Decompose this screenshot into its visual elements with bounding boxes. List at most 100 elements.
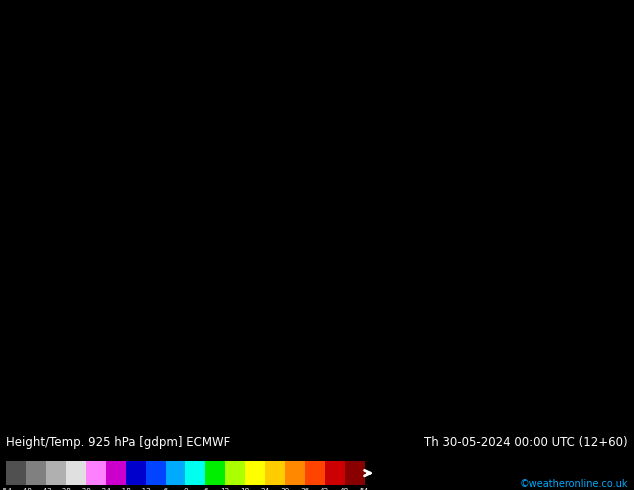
Text: 5: 5 <box>503 406 508 412</box>
Text: 5: 5 <box>262 356 266 362</box>
Text: 13: 13 <box>79 22 87 28</box>
Text: 7: 7 <box>609 22 614 28</box>
Text: 13: 13 <box>48 105 57 111</box>
Text: 7: 7 <box>232 189 236 195</box>
Text: 13: 13 <box>109 155 117 161</box>
Text: 3: 3 <box>383 389 387 395</box>
Text: 6: 6 <box>322 222 327 228</box>
Text: 5: 5 <box>337 239 342 245</box>
Text: 12: 12 <box>79 389 87 395</box>
Text: 10: 10 <box>109 422 117 428</box>
Text: 7: 7 <box>262 272 266 278</box>
Text: 5: 5 <box>262 289 266 295</box>
Text: 7: 7 <box>549 389 553 395</box>
Text: 7: 7 <box>534 239 538 245</box>
Text: 11: 11 <box>184 22 193 28</box>
Text: 8: 8 <box>307 55 312 61</box>
Text: 6: 6 <box>519 406 523 412</box>
Text: 6: 6 <box>307 222 312 228</box>
Text: 11: 11 <box>79 422 87 428</box>
Text: 6: 6 <box>519 205 523 212</box>
Text: 7: 7 <box>594 139 598 145</box>
Text: 12: 12 <box>184 5 193 11</box>
Text: 10: 10 <box>200 239 208 245</box>
Text: 7: 7 <box>564 222 568 228</box>
Text: 13: 13 <box>3 139 12 145</box>
Text: 10: 10 <box>169 222 178 228</box>
Text: 12: 12 <box>169 72 178 78</box>
Text: 6: 6 <box>488 122 493 128</box>
Text: 7: 7 <box>594 272 598 278</box>
Text: 6: 6 <box>322 205 327 212</box>
Text: 12: 12 <box>109 89 117 95</box>
Text: 6: 6 <box>503 422 508 428</box>
Text: 7: 7 <box>262 5 266 11</box>
Text: 4: 4 <box>307 289 312 295</box>
Text: 7: 7 <box>609 356 614 362</box>
Text: 13: 13 <box>48 222 57 228</box>
Text: 12: 12 <box>139 139 148 145</box>
Text: 12: 12 <box>139 205 148 212</box>
Text: 12: 12 <box>94 322 103 328</box>
Text: 3: 3 <box>458 389 463 395</box>
Text: 4: 4 <box>368 339 372 345</box>
Text: 6: 6 <box>488 5 493 11</box>
Text: 13: 13 <box>63 39 72 45</box>
Text: 13: 13 <box>34 5 42 11</box>
Text: 7: 7 <box>262 172 266 178</box>
Text: 4: 4 <box>353 306 357 312</box>
Text: 13: 13 <box>18 306 27 312</box>
Text: 12: 12 <box>63 406 72 412</box>
Text: 8: 8 <box>579 55 583 61</box>
Text: 8: 8 <box>217 222 221 228</box>
Text: 12: 12 <box>124 339 133 345</box>
Text: 9: 9 <box>232 55 236 61</box>
Text: 6: 6 <box>564 255 568 262</box>
Text: 7: 7 <box>262 255 266 262</box>
Text: 10: 10 <box>184 255 193 262</box>
Text: 8: 8 <box>247 255 251 262</box>
Text: 12: 12 <box>63 272 72 278</box>
Text: 8: 8 <box>534 22 538 28</box>
Text: 7: 7 <box>579 406 583 412</box>
Text: 10: 10 <box>214 289 223 295</box>
Text: 11: 11 <box>109 406 117 412</box>
Text: 5: 5 <box>474 406 477 412</box>
Text: 7: 7 <box>262 155 266 161</box>
Text: 5: 5 <box>337 172 342 178</box>
Text: 8: 8 <box>217 189 221 195</box>
Text: 12: 12 <box>48 139 57 145</box>
Text: 10: 10 <box>169 406 178 412</box>
Text: 12: 12 <box>48 322 57 328</box>
Text: 12: 12 <box>154 222 163 228</box>
Text: 7: 7 <box>579 372 583 378</box>
Text: 7: 7 <box>292 72 297 78</box>
Text: 10: 10 <box>214 22 223 28</box>
Text: 11: 11 <box>94 372 103 378</box>
Bar <box>106 461 126 486</box>
Text: 13: 13 <box>154 189 163 195</box>
Text: 7: 7 <box>534 55 538 61</box>
Text: 13: 13 <box>18 155 27 161</box>
Text: 5: 5 <box>474 356 477 362</box>
Text: 11: 11 <box>34 422 42 428</box>
Text: 12: 12 <box>18 372 27 378</box>
Text: 8: 8 <box>247 172 251 178</box>
Text: 3: 3 <box>458 422 463 428</box>
Text: 12: 12 <box>154 5 163 11</box>
Text: 8: 8 <box>564 356 568 362</box>
Text: 5: 5 <box>474 105 477 111</box>
Text: 12: 12 <box>3 422 12 428</box>
Text: 12: 12 <box>109 172 117 178</box>
Text: 13: 13 <box>79 189 87 195</box>
Text: 11: 11 <box>154 289 163 295</box>
Text: 6: 6 <box>624 306 629 312</box>
Text: 7: 7 <box>594 289 598 295</box>
Text: 5: 5 <box>277 372 281 378</box>
Text: 8: 8 <box>217 389 221 395</box>
Text: 8: 8 <box>262 89 266 95</box>
Text: 3: 3 <box>458 139 463 145</box>
Text: 6: 6 <box>322 122 327 128</box>
Text: 2: 2 <box>413 406 417 412</box>
Text: 10: 10 <box>154 389 163 395</box>
